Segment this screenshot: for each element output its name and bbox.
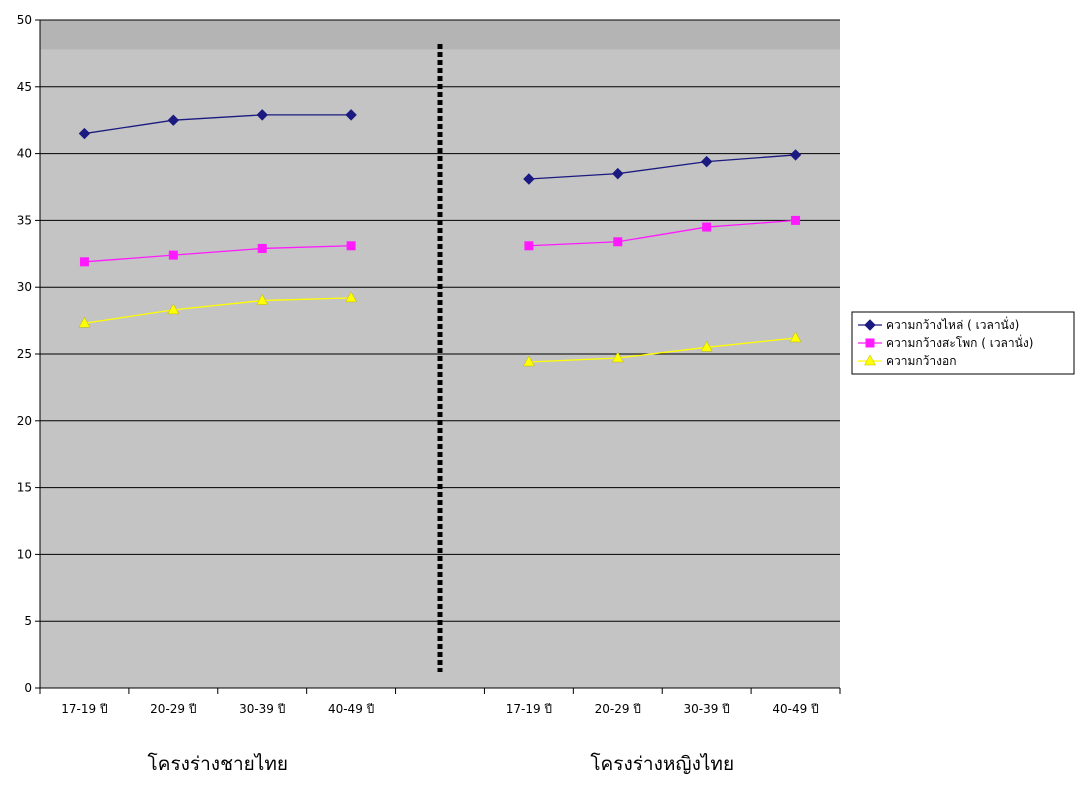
x-tick-label: 30-39 ปี (684, 702, 730, 716)
data-point (702, 222, 712, 232)
data-point (789, 331, 802, 343)
y-tick-label: 15 (17, 481, 32, 495)
series-line (528, 154, 796, 180)
y-tick-label: 20 (17, 414, 32, 428)
series-line (84, 245, 352, 263)
data-point (256, 294, 269, 305)
data-point (256, 109, 268, 121)
data-point (345, 291, 358, 303)
data-point (864, 354, 876, 366)
x-tick-label: 17-19 ปี (506, 702, 552, 716)
legend-box (851, 311, 1075, 375)
group-label: โครงร่างหญิงไทย (590, 752, 734, 775)
data-point (700, 155, 713, 168)
data-point (524, 241, 534, 251)
series-line (528, 337, 796, 363)
series-lines (78, 109, 802, 367)
axes: 0 5 10 15 20 25 30 35 40 45 50 17-19 ปี 20-29 ปี 30-3… (17, 13, 841, 775)
y-tick-label: 50 (17, 13, 32, 27)
legend: ความกว้างไหล่ ( เวลานั่ง) ความกว้างสะโพก … (851, 311, 1075, 375)
data-point (611, 351, 624, 363)
data-point (345, 109, 357, 121)
data-point (79, 257, 89, 267)
x-tick-label: 20-29 ปี (595, 702, 641, 716)
data-point (522, 355, 535, 367)
data-point (789, 149, 802, 161)
data-point (167, 114, 180, 126)
data-point (865, 338, 875, 348)
plot-area (40, 19, 840, 688)
data-point (612, 167, 624, 180)
data-point (346, 241, 356, 251)
y-tick-label: 40 (17, 147, 32, 161)
y-tick-label: 45 (17, 80, 32, 94)
series-line (528, 219, 796, 247)
y-tick-label: 35 (17, 213, 32, 227)
x-tick-label: 30-39 ปี (239, 702, 285, 716)
legend-label: ความกว้างสะโพก ( เวลานั่ง) (886, 334, 1033, 350)
legend-label: ความกว้างไหล่ ( เวลานั่ง) (886, 316, 1019, 332)
y-tick-label: 25 (17, 347, 32, 361)
x-tick-label: 20-29 ปี (150, 702, 196, 716)
data-point (613, 237, 623, 247)
data-point (864, 319, 876, 331)
data-point (167, 303, 180, 315)
data-point (78, 316, 91, 328)
data-point (168, 250, 178, 260)
group-label: โครงร่างชายไทย (148, 752, 288, 775)
legend-label: ความกว้างอก (886, 354, 957, 368)
series-line (84, 297, 352, 324)
y-tick-label: 10 (17, 547, 32, 561)
data-point (791, 215, 801, 225)
data-point (523, 173, 535, 185)
y-tick-label: 0 (24, 681, 32, 695)
x-tick-label: 17-19 ปี (61, 702, 107, 716)
data-point (78, 127, 91, 140)
x-tick-label: 40-49 ปี (772, 702, 818, 716)
y-tick-label: 30 (17, 280, 32, 294)
series-line (84, 114, 352, 135)
data-point (257, 243, 267, 253)
y-tick-label: 5 (24, 614, 32, 628)
data-point (700, 340, 713, 352)
x-tick-label: 40-49 ปี (328, 702, 374, 716)
